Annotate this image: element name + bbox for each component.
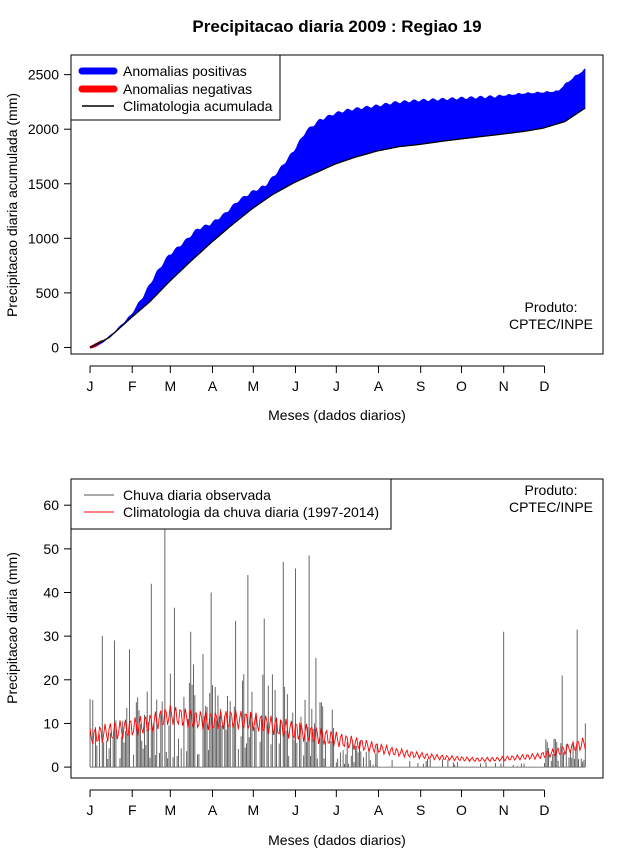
x-tick-label: N <box>499 378 509 394</box>
y-tick-label: 0 <box>51 339 59 355</box>
x-axis-label: Meses (dados diarios) <box>268 407 406 423</box>
x-tick-label: A <box>208 378 218 394</box>
credit-line1: Produto: <box>525 299 578 315</box>
y-tick-label: 10 <box>43 715 59 731</box>
observed-daily-bars <box>89 513 586 768</box>
accumulated-panel: 0 500 1000 1500 2000 2500 J F M A M J J A S O N D Meses … <box>4 54 604 423</box>
legend-box <box>70 478 392 530</box>
x-tick-label: J <box>292 802 299 818</box>
legend-label-climatology: Climatologia acumulada <box>123 98 273 114</box>
y-axis-label: Precipitacao diaria (mm) <box>4 552 20 704</box>
climatology-accumulated-line <box>89 107 586 349</box>
daily-panel: 0 10 20 30 40 50 60 J F M A M J J A S O N D Meses (dados … <box>4 478 604 848</box>
y-tick-label: 1500 <box>28 176 59 192</box>
x-tick-label: M <box>164 378 176 394</box>
y-tick-label: 50 <box>43 541 59 557</box>
credit-line2: CPTEC/INPE <box>509 316 593 332</box>
x-tick-label: M <box>247 802 259 818</box>
y-tick-label: 1000 <box>28 230 59 246</box>
y-tick-label: 2500 <box>28 67 59 83</box>
x-tick-label: O <box>456 378 467 394</box>
chart-title: Precipitacao diaria 2009 : Regiao 19 <box>192 17 481 36</box>
credit-line2: CPTEC/INPE <box>509 499 593 515</box>
x-tick-label: J <box>87 378 94 394</box>
x-tick-label: M <box>247 378 259 394</box>
y-tick-label: 60 <box>43 497 59 513</box>
y-tick-label: 500 <box>36 285 60 301</box>
x-tick-label: A <box>374 378 384 394</box>
observed-accumulated-line <box>89 68 586 349</box>
legend: Anomalias positivas Anomalias negativas … <box>70 54 281 121</box>
x-tick-label: N <box>499 802 509 818</box>
credit-line1: Produto: <box>525 482 578 498</box>
x-tick-label: O <box>456 802 467 818</box>
x-tick-label: A <box>374 802 384 818</box>
y-tick-label: 30 <box>43 628 59 644</box>
legend-label-positive: Anomalias positivas <box>123 63 247 79</box>
x-tick-label: A <box>208 802 218 818</box>
x-tick-label: D <box>539 378 549 394</box>
y-tick-label: 2000 <box>28 121 59 137</box>
y-axis: 0 10 20 30 40 50 60 <box>43 497 72 775</box>
x-tick-label: M <box>164 802 176 818</box>
x-tick-label: D <box>539 802 549 818</box>
x-tick-label: F <box>128 378 137 394</box>
x-tick-label: J <box>333 378 340 394</box>
legend: Chuva diaria observada Climatologia da c… <box>70 478 392 530</box>
legend-label-climatology: Climatologia da chuva diaria (1997-2014) <box>123 504 379 520</box>
x-tick-label: F <box>128 802 137 818</box>
x-tick-label: S <box>416 378 425 394</box>
climatology-daily-line <box>89 705 586 763</box>
x-axis-label: Meses (dados diarios) <box>268 832 406 848</box>
y-tick-label: 20 <box>43 672 59 688</box>
x-tick-label: J <box>333 802 340 818</box>
y-tick-label: 0 <box>51 759 59 775</box>
legend-label-observed: Chuva diaria observada <box>123 487 271 503</box>
x-tick-label: S <box>416 802 425 818</box>
x-tick-label: J <box>292 378 299 394</box>
legend-label-negative: Anomalias negativas <box>123 81 252 97</box>
y-axis-label: Precipitacao diaria acumulada (mm) <box>4 93 20 317</box>
y-tick-label: 40 <box>43 584 59 600</box>
x-tick-label: J <box>87 802 94 818</box>
y-axis: 0 500 1000 1500 2000 2500 <box>28 67 72 355</box>
